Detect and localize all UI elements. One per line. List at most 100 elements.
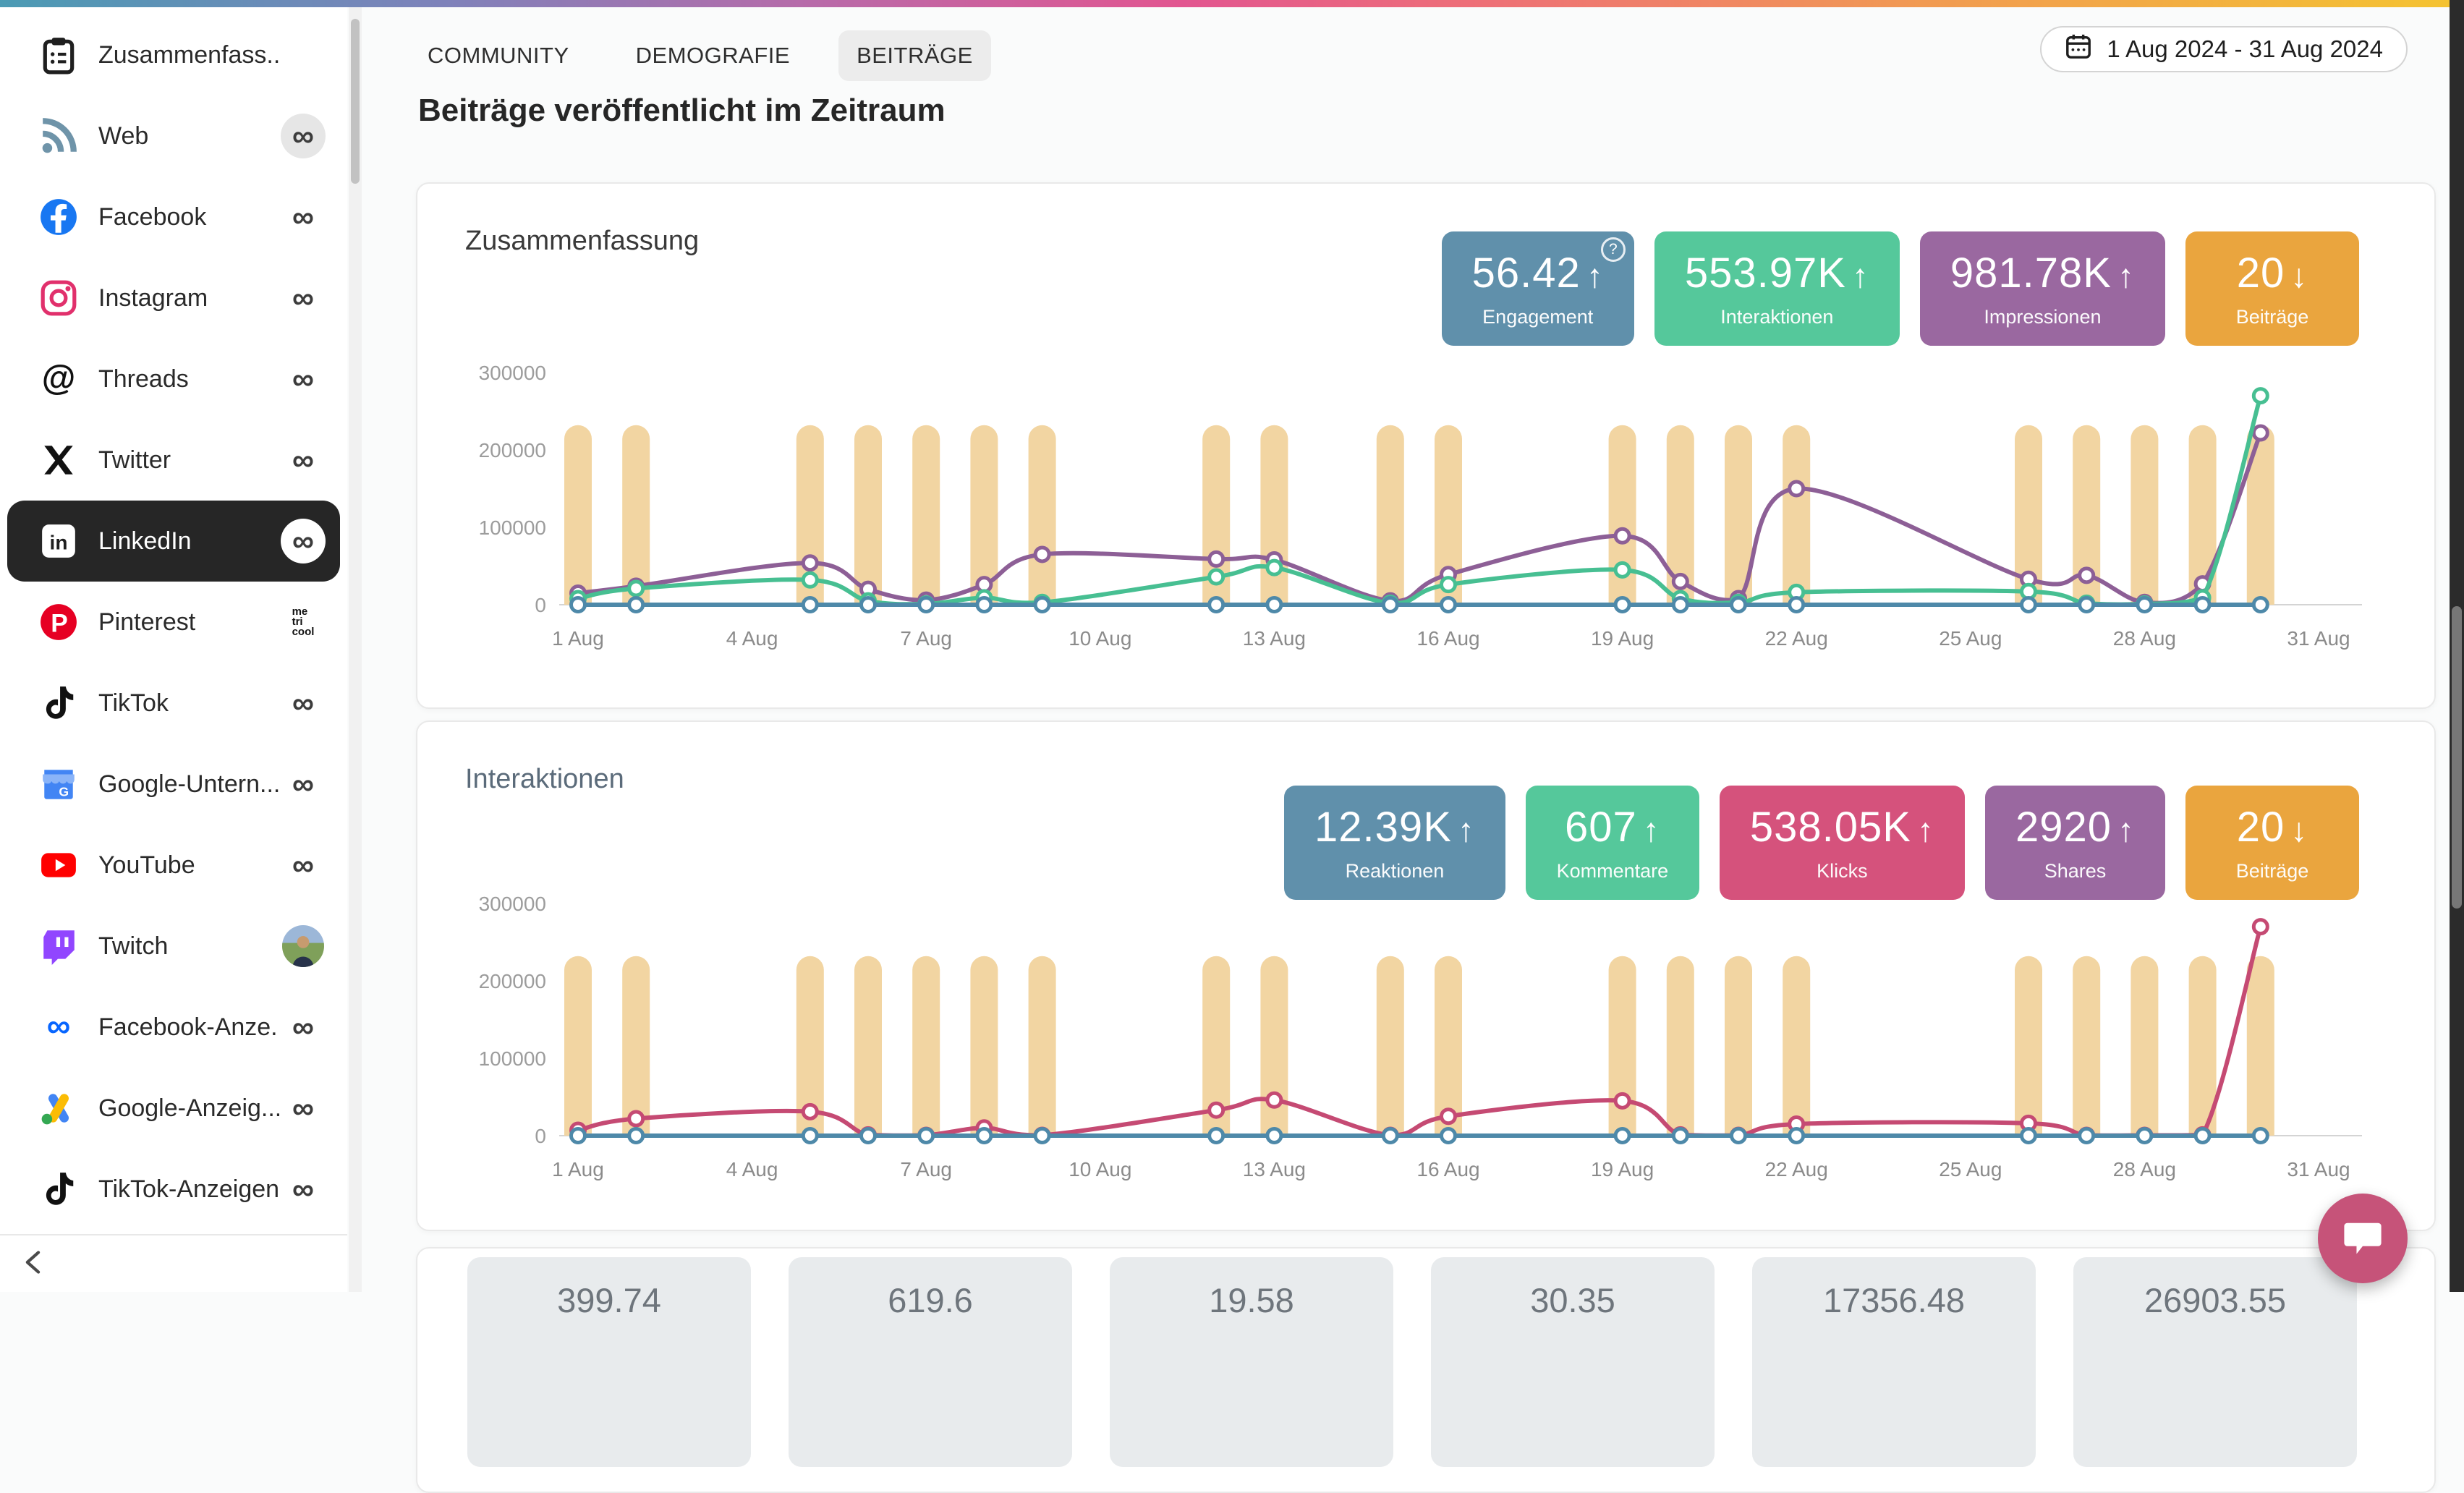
metric-tile: 17356.48 (1752, 1257, 2036, 1467)
data-point-engagement (975, 596, 993, 613)
stat-label: Klicks (1817, 860, 1868, 882)
stat-value: 20 ↓ (2236, 804, 2308, 851)
x-tick-label: 4 Aug (726, 627, 778, 650)
content-scrollbar[interactable] (349, 7, 362, 1292)
sidebar-collapse-button[interactable] (19, 1246, 51, 1282)
summary-chart: 0 100000 200000 300000 1 Aug 4 Aug 7 Aug 10 Aug… (479, 362, 2362, 650)
summary-stat-badges: 56.42 ↑ Engagement? 553.97K ↑ Interaktionen 98… (1441, 231, 2359, 346)
sidebar-item-tiktok-anzeigen[interactable]: TikTok-Anzeigen ∞ (7, 1149, 340, 1230)
data-point-interaktionen (2251, 387, 2269, 405)
data-point-impressionen (2251, 424, 2269, 442)
stat-value: 981.78K ↑ (1950, 250, 2135, 297)
stat-value: 538.05K ↑ (1749, 804, 1934, 851)
sidebar-item-tiktok[interactable]: TikTok ∞ (7, 663, 340, 744)
sidebar-item-zusammenfass[interactable]: Zusammenfass... (7, 14, 340, 95)
threads-icon: @ (39, 360, 78, 399)
sidebar-item-twitter[interactable]: Twitter ∞ (7, 420, 340, 501)
data-point-reaktionen (1730, 1127, 1747, 1144)
help-icon[interactable]: ? (1600, 237, 1626, 262)
post-bar (2073, 425, 2101, 605)
data-point-engagement (1788, 596, 1806, 613)
y-tick-label: 100000 (479, 1047, 546, 1070)
x-tick-label: 19 Aug (1591, 1158, 1654, 1181)
tab-community[interactable]: COMMUNITY (428, 43, 569, 68)
google-ads-icon (39, 1089, 78, 1128)
interactions-chart: 0 100000 200000 300000 1 Aug 4 Aug 7 Aug 10 Aug… (479, 893, 2362, 1181)
data-point-engagement (2136, 596, 2154, 613)
stat-value: 56.42 ↑ (1471, 250, 1604, 297)
post-bar (1435, 956, 1462, 1136)
x-tick-label: 4 Aug (726, 1158, 778, 1181)
svg-text:∞: ∞ (47, 1008, 71, 1045)
x-tick-label: 31 Aug (2287, 1158, 2350, 1181)
sidebar-item-web[interactable]: Web ∞ (7, 95, 340, 176)
data-point-interaktionen (1613, 561, 1631, 579)
chat-widget-button[interactable] (2318, 1194, 2408, 1283)
post-bar (2130, 425, 2159, 605)
metric-tile: 19.58 (1110, 1257, 1393, 1467)
sidebar-item-label: Google-Untern... (98, 770, 279, 798)
stat-label: Shares (2044, 860, 2107, 882)
data-point-reaktionen (569, 1127, 587, 1144)
stat-label: Engagement (1482, 306, 1594, 328)
pinterest-icon: P (39, 603, 78, 642)
sidebar-item-pinterest[interactable]: P Pinterest me tri cool (7, 582, 340, 663)
data-point-engagement (627, 596, 645, 613)
sidebar-item-google-anzeig[interactable]: Google-Anzeig... ∞ (7, 1068, 340, 1149)
facebook-icon (39, 197, 78, 237)
connection-infinity-icon: ∞ (292, 767, 314, 801)
sidebar-item-twitch[interactable]: Twitch (7, 906, 340, 987)
post-bar (1666, 425, 1694, 605)
data-point-impressionen (1671, 572, 1689, 590)
page-scrollbar[interactable] (2450, 0, 2464, 1292)
sidebar-item-facebook-anze[interactable]: ∞ Facebook-Anze... ∞ (7, 987, 340, 1068)
data-point-engagement (801, 596, 819, 613)
sidebar-item-instagram[interactable]: Instagram ∞ (7, 258, 340, 339)
x-tick-label: 28 Aug (2113, 1158, 2176, 1181)
sidebar-item-linkedin[interactable]: in LinkedIn ∞ (7, 501, 340, 582)
post-bar (1260, 425, 1288, 605)
chat-bubble-icon (2340, 1214, 2386, 1264)
data-point-interaktionen (627, 579, 645, 597)
data-point-klicks (1613, 1092, 1631, 1110)
sidebar-item-threads[interactable]: @ Threads ∞ (7, 339, 340, 420)
stat-value: 12.39K ↑ (1314, 804, 1475, 851)
content-scrollbar-thumb[interactable] (351, 19, 360, 184)
data-point-engagement (2193, 596, 2212, 613)
data-point-interaktionen (1440, 576, 1457, 594)
data-point-reaktionen (1207, 1127, 1225, 1144)
date-range-picker[interactable]: 1 Aug 2024 - 31 Aug 2024 (2040, 26, 2408, 72)
post-bar (1435, 425, 1462, 605)
data-point-impressionen (1613, 527, 1631, 545)
profile-avatar (279, 925, 327, 967)
page-title: Beiträge veröffentlicht im Zeitraum (418, 93, 946, 128)
post-bar (970, 425, 998, 605)
data-point-engagement (1440, 596, 1457, 613)
connection-infinity-icon: ∞ (279, 114, 327, 158)
data-point-engagement (1207, 596, 1225, 613)
post-bar (1028, 956, 1056, 1136)
sidebar-item-facebook[interactable]: Facebook ∞ (7, 176, 340, 258)
data-point-klicks (1440, 1107, 1457, 1126)
data-point-engagement (2078, 596, 2096, 613)
post-bar (2246, 956, 2274, 1136)
tab-beiträge[interactable]: BEITRÄGE (838, 30, 991, 81)
sidebar-item-youtube[interactable]: YouTube ∞ (7, 825, 340, 906)
svg-text:P: P (51, 610, 68, 638)
youtube-icon (39, 846, 78, 885)
tab-demografie[interactable]: DEMOGRAFIE (635, 43, 791, 68)
post-bar (2073, 956, 2101, 1136)
x-tick-label: 1 Aug (552, 1158, 604, 1181)
sidebar-item-google-untern[interactable]: G Google-Untern... ∞ (7, 744, 340, 825)
page-scrollbar-thumb[interactable] (2452, 606, 2462, 909)
metric-tile: 399.74 (467, 1257, 751, 1467)
data-point-impressionen (2078, 566, 2096, 584)
sidebar-item-label: TikTok (98, 689, 169, 717)
post-bar (854, 956, 882, 1136)
data-point-engagement (569, 596, 587, 613)
stat-label: Beiträge (2235, 306, 2309, 328)
data-point-impressionen (1788, 480, 1806, 498)
stat-value: 607 ↑ (1564, 804, 1660, 851)
data-point-reaktionen (2193, 1127, 2212, 1144)
data-point-reaktionen (2136, 1127, 2154, 1144)
